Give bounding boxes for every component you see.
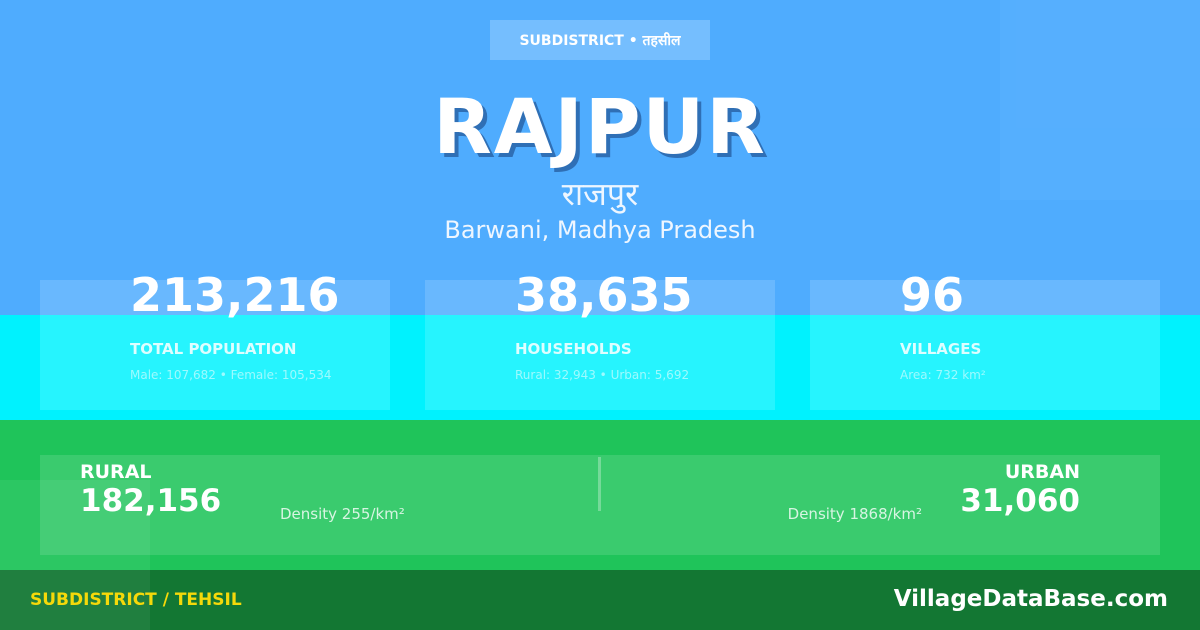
rural-urban-panel: RURAL 182,156 Density 255/km² Density 18… (40, 455, 1160, 555)
footer-category: SUBDISTRICT / TEHSIL (30, 590, 242, 610)
stat-value: 213,216 (130, 268, 340, 322)
rural-label: RURAL (80, 461, 152, 483)
location: Barwani, Madhya Pradesh (444, 216, 756, 244)
type-badge: SUBDISTRICT • तहसील (490, 20, 710, 60)
stat-card-villages: 96 VILLAGES Area: 732 km² (810, 268, 1160, 410)
stat-sub: Male: 107,682 • Female: 105,534 (130, 368, 332, 382)
stats-band (0, 315, 1200, 420)
footer-bar (0, 570, 1200, 630)
urban-density: Density 1868/km² (787, 505, 922, 523)
decorative-square (1000, 0, 1200, 200)
stat-label: TOTAL POPULATION (130, 340, 297, 358)
stat-value: 38,635 (515, 268, 693, 322)
hindi-title: राजपुर (561, 175, 639, 213)
rural-value: 182,156 (80, 483, 222, 519)
header-background (0, 0, 1200, 315)
stat-sub: Rural: 32,943 • Urban: 5,692 (515, 368, 690, 382)
stat-label: HOUSEHOLDS (515, 340, 632, 358)
rural-urban-band (0, 420, 1200, 570)
stat-card-population: 213,216 TOTAL POPULATION Male: 107,682 •… (40, 268, 390, 410)
stat-label: VILLAGES (900, 340, 982, 358)
stat-value: 96 (900, 268, 965, 322)
brand-link[interactable]: VillageDataBase.com (893, 586, 1168, 612)
divider (598, 457, 601, 511)
rural-density: Density 255/km² (280, 505, 405, 523)
urban-label: URBAN (1004, 461, 1080, 483)
stat-card-households: 38,635 HOUSEHOLDS Rural: 32,943 • Urban:… (425, 268, 775, 410)
urban-value: 31,060 (960, 483, 1080, 519)
page-title: RAJPUR (433, 82, 767, 171)
decorative-square (0, 480, 150, 630)
stat-sub: Area: 732 km² (900, 368, 986, 382)
